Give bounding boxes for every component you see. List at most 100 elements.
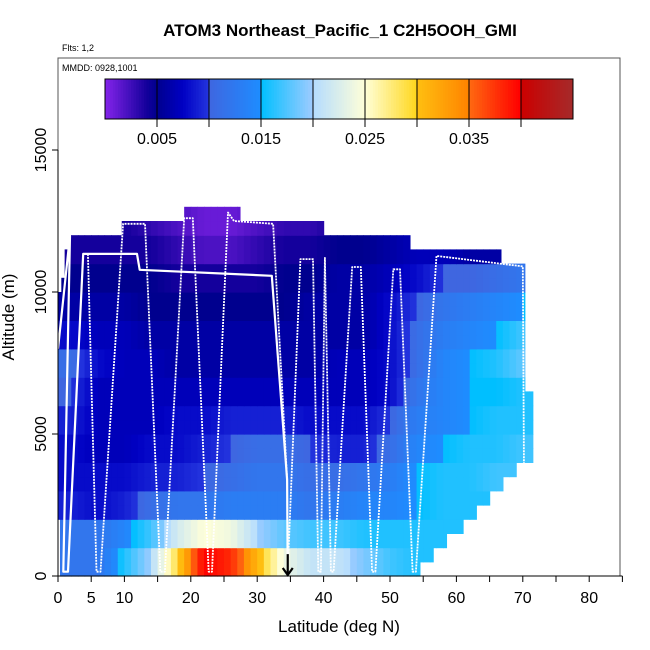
heatmap-cell xyxy=(111,519,119,534)
heatmap-cell xyxy=(237,221,245,236)
heatmap-cell xyxy=(323,547,331,563)
heatmap-cell xyxy=(409,334,418,350)
heatmap-cell xyxy=(403,320,411,336)
heatmap-cell xyxy=(343,434,351,449)
heatmap-cell xyxy=(336,490,345,506)
heatmap-cell xyxy=(316,505,325,520)
heatmap-cell xyxy=(217,405,225,421)
flights-note: Flts: 1,2 xyxy=(62,43,94,53)
heatmap-cell xyxy=(469,306,477,321)
heatmap-cell xyxy=(164,434,172,449)
heatmap-cell xyxy=(436,405,444,421)
heatmap-cell xyxy=(436,263,444,279)
heatmap-cell xyxy=(137,405,145,421)
heatmap-cell xyxy=(257,405,265,421)
heatmap-cell xyxy=(502,306,511,321)
colorbar-swatch xyxy=(138,79,142,119)
heatmap-cell xyxy=(290,235,298,250)
heatmap-cell xyxy=(97,505,106,520)
colorbar-swatch xyxy=(393,79,397,119)
heatmap-cell xyxy=(97,377,106,392)
heatmap-cell xyxy=(297,235,305,250)
heatmap-cell xyxy=(77,505,86,520)
heatmap-cell xyxy=(84,348,92,364)
heatmap-cell xyxy=(184,320,192,336)
heatmap-cell xyxy=(184,476,192,492)
heatmap-cell xyxy=(84,235,92,250)
heatmap-cell xyxy=(403,263,411,279)
heatmap-cell xyxy=(396,419,404,435)
heatmap-cell xyxy=(370,405,378,421)
heatmap-cell xyxy=(117,462,125,478)
heatmap-cell xyxy=(463,434,471,449)
heatmap-cell xyxy=(131,235,139,250)
heatmap-cell xyxy=(131,306,139,321)
heatmap-cell xyxy=(343,476,351,492)
heatmap-cell xyxy=(436,519,444,534)
colorbar-swatch xyxy=(383,79,387,119)
heatmap-cell xyxy=(58,505,66,520)
heatmap-cell xyxy=(310,462,318,478)
heatmap-cell xyxy=(409,363,418,378)
heatmap-cell xyxy=(237,561,245,577)
heatmap-cell xyxy=(356,547,365,563)
heatmap-cell xyxy=(516,419,524,435)
heatmap-cell xyxy=(150,533,159,549)
heatmap-cell xyxy=(316,348,325,364)
heatmap-cell xyxy=(210,462,218,478)
heatmap-cell xyxy=(170,277,179,293)
heatmap-cell xyxy=(409,391,418,407)
heatmap-cell xyxy=(257,519,265,534)
heatmap-cell xyxy=(224,377,232,392)
heatmap-cell xyxy=(476,263,484,279)
heatmap-cell xyxy=(177,448,185,463)
heatmap-cell xyxy=(177,476,185,492)
heatmap-cell xyxy=(423,391,431,407)
heatmap-cell xyxy=(111,419,119,435)
heatmap-cell xyxy=(476,448,484,463)
heatmap-cell xyxy=(217,206,225,222)
heatmap-cell xyxy=(436,391,444,407)
heatmap-cell xyxy=(370,519,378,534)
heatmap-cell xyxy=(396,405,404,421)
colorbar-swatch xyxy=(141,79,145,119)
heatmap-cell xyxy=(522,448,531,463)
heatmap-cell xyxy=(356,533,365,549)
heatmap-cell xyxy=(190,561,199,577)
heatmap-cell xyxy=(456,320,464,336)
heatmap-cell xyxy=(390,505,398,520)
heatmap-cell xyxy=(330,320,338,336)
heatmap-cell xyxy=(184,405,192,421)
heatmap-cell xyxy=(124,476,132,492)
heatmap-cell xyxy=(429,476,438,492)
heatmap-cell xyxy=(190,292,199,307)
heatmap-cell xyxy=(489,249,497,265)
heatmap-cell xyxy=(257,448,265,463)
heatmap-cell xyxy=(263,277,272,293)
heatmap-cell xyxy=(370,235,378,250)
heatmap-cell xyxy=(396,363,404,378)
heatmap-cell xyxy=(423,533,431,549)
heatmap-cell xyxy=(303,405,311,421)
heatmap-cell xyxy=(224,306,232,321)
heatmap-cell xyxy=(290,448,298,463)
heatmap-cell xyxy=(370,334,378,350)
heatmap-cell xyxy=(164,348,172,364)
colorbar-swatch xyxy=(391,79,395,119)
heatmap-cell xyxy=(290,348,298,364)
heatmap-cell xyxy=(144,448,152,463)
heatmap-cell xyxy=(84,391,92,407)
heatmap-cell xyxy=(496,320,504,336)
heatmap-cell xyxy=(64,533,72,549)
colorbar-swatch xyxy=(359,79,363,119)
heatmap-cell xyxy=(463,377,471,392)
heatmap-cell xyxy=(310,519,318,534)
heatmap-cell xyxy=(137,391,145,407)
heatmap-cell xyxy=(131,249,139,265)
heatmap-cell xyxy=(489,334,497,350)
heatmap-cell xyxy=(463,348,471,364)
heatmap-cell xyxy=(496,334,504,350)
colorbar-swatch xyxy=(136,79,140,119)
heatmap-cell xyxy=(124,561,132,577)
heatmap-cell xyxy=(429,334,438,350)
